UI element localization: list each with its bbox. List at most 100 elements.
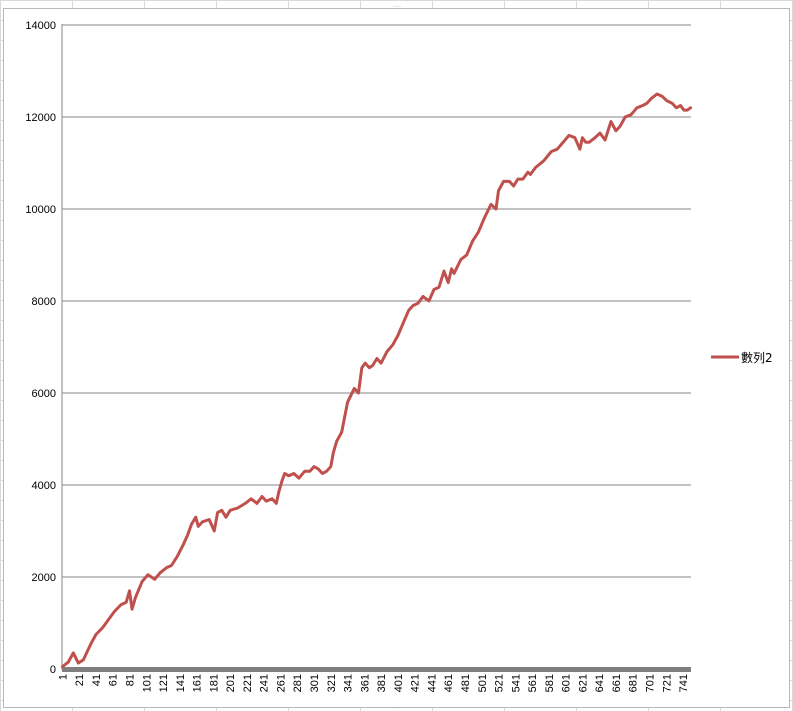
x-tick-label: 441 [426, 674, 438, 692]
data-point [392, 343, 394, 346]
y-tick-label: 4000 [32, 480, 56, 492]
x-axis-tick-labels: 1 21 41 61 81 101 121 141 161 181 201 221 241 261 281 3… [57, 674, 690, 692]
data-point [325, 470, 328, 473]
resize-handle-top[interactable]: ···· [393, 4, 401, 10]
data-point [534, 166, 537, 169]
data-point [153, 578, 156, 581]
data-point [229, 509, 231, 512]
data-point [194, 516, 197, 518]
data-point [438, 286, 440, 289]
x-axis-line [62, 667, 691, 672]
data-point [630, 113, 632, 116]
data-point [283, 472, 286, 475]
data-point [346, 401, 349, 404]
data-point [422, 295, 424, 298]
data-point [619, 125, 621, 127]
data-point [689, 107, 692, 109]
data-point [201, 521, 204, 523]
chart-area[interactable]: ···· ···· [3, 4, 790, 711]
data-point [562, 141, 564, 144]
x-tick-label: 581 [544, 674, 556, 692]
data-point [527, 171, 529, 173]
data-point [90, 642, 92, 645]
data-point [72, 652, 75, 654]
data-point [675, 107, 678, 109]
data-point [134, 596, 137, 599]
x-tick-label: 221 [242, 674, 254, 692]
data-point [298, 477, 300, 479]
data-point [529, 173, 532, 176]
data-point [512, 185, 515, 187]
data-point [340, 431, 343, 433]
data-point [397, 334, 399, 337]
data-point [67, 661, 70, 663]
data-point [271, 498, 273, 500]
data-point [581, 136, 584, 139]
data-point [147, 573, 149, 576]
x-tick-label: 281 [292, 674, 304, 692]
x-tick-label: 601 [561, 674, 573, 692]
data-point [686, 109, 689, 111]
x-tick-label: 561 [527, 674, 539, 692]
data-point [497, 189, 500, 192]
data-point [321, 472, 324, 475]
data-point [599, 132, 601, 134]
data-point [594, 136, 596, 139]
data-point [550, 150, 553, 153]
data-point [453, 272, 455, 275]
x-tick-label: 21 [74, 674, 86, 686]
data-point [364, 362, 366, 364]
data-point [588, 141, 590, 144]
x-tick-label: 241 [259, 674, 271, 692]
y-tick-label: 8000 [32, 296, 56, 308]
data-point [244, 502, 247, 505]
x-tick-label: 721 [661, 674, 673, 692]
x-tick-label: 341 [343, 674, 355, 692]
data-point [459, 258, 462, 261]
data-point [141, 580, 143, 583]
data-point [428, 300, 430, 302]
data-point [624, 116, 626, 118]
y-tick-label: 6000 [32, 388, 56, 400]
data-point [380, 362, 382, 364]
data-point [574, 136, 576, 139]
data-point [61, 665, 64, 668]
data-point [288, 475, 290, 477]
data-point [517, 178, 519, 180]
x-tick-label: 481 [460, 674, 472, 692]
x-tick-label: 1 [57, 674, 69, 680]
data-point [656, 93, 658, 95]
resize-handle-bottom[interactable]: ···· [393, 705, 401, 711]
data-point [477, 231, 480, 233]
data-point [417, 302, 419, 305]
data-point [250, 498, 252, 500]
y-tick-label: 10000 [25, 204, 56, 216]
data-point [679, 104, 682, 107]
series-line[interactable] [60, 92, 693, 669]
legend[interactable]: 數列2 [711, 351, 773, 365]
data-point [465, 254, 468, 256]
data-point [443, 270, 445, 272]
plot-area [60, 92, 693, 669]
data-point [303, 470, 306, 473]
data-point [353, 387, 356, 390]
data-point [402, 320, 405, 323]
data-point [579, 148, 581, 150]
data-point [508, 180, 511, 183]
data-point [522, 178, 524, 180]
gridlines [62, 24, 691, 578]
x-tick-label: 681 [628, 674, 640, 692]
x-tick-label: 661 [611, 674, 623, 692]
data-point [213, 530, 216, 532]
data-point [666, 100, 668, 102]
data-point [495, 208, 497, 210]
y-tick-label: 2000 [32, 572, 56, 584]
data-point [671, 102, 673, 104]
data-point [490, 203, 492, 206]
data-point [159, 571, 162, 574]
x-tick-label: 401 [393, 674, 405, 692]
data-point [317, 468, 320, 470]
data-point [265, 500, 268, 502]
data-point [615, 130, 617, 132]
data-point [293, 472, 295, 475]
